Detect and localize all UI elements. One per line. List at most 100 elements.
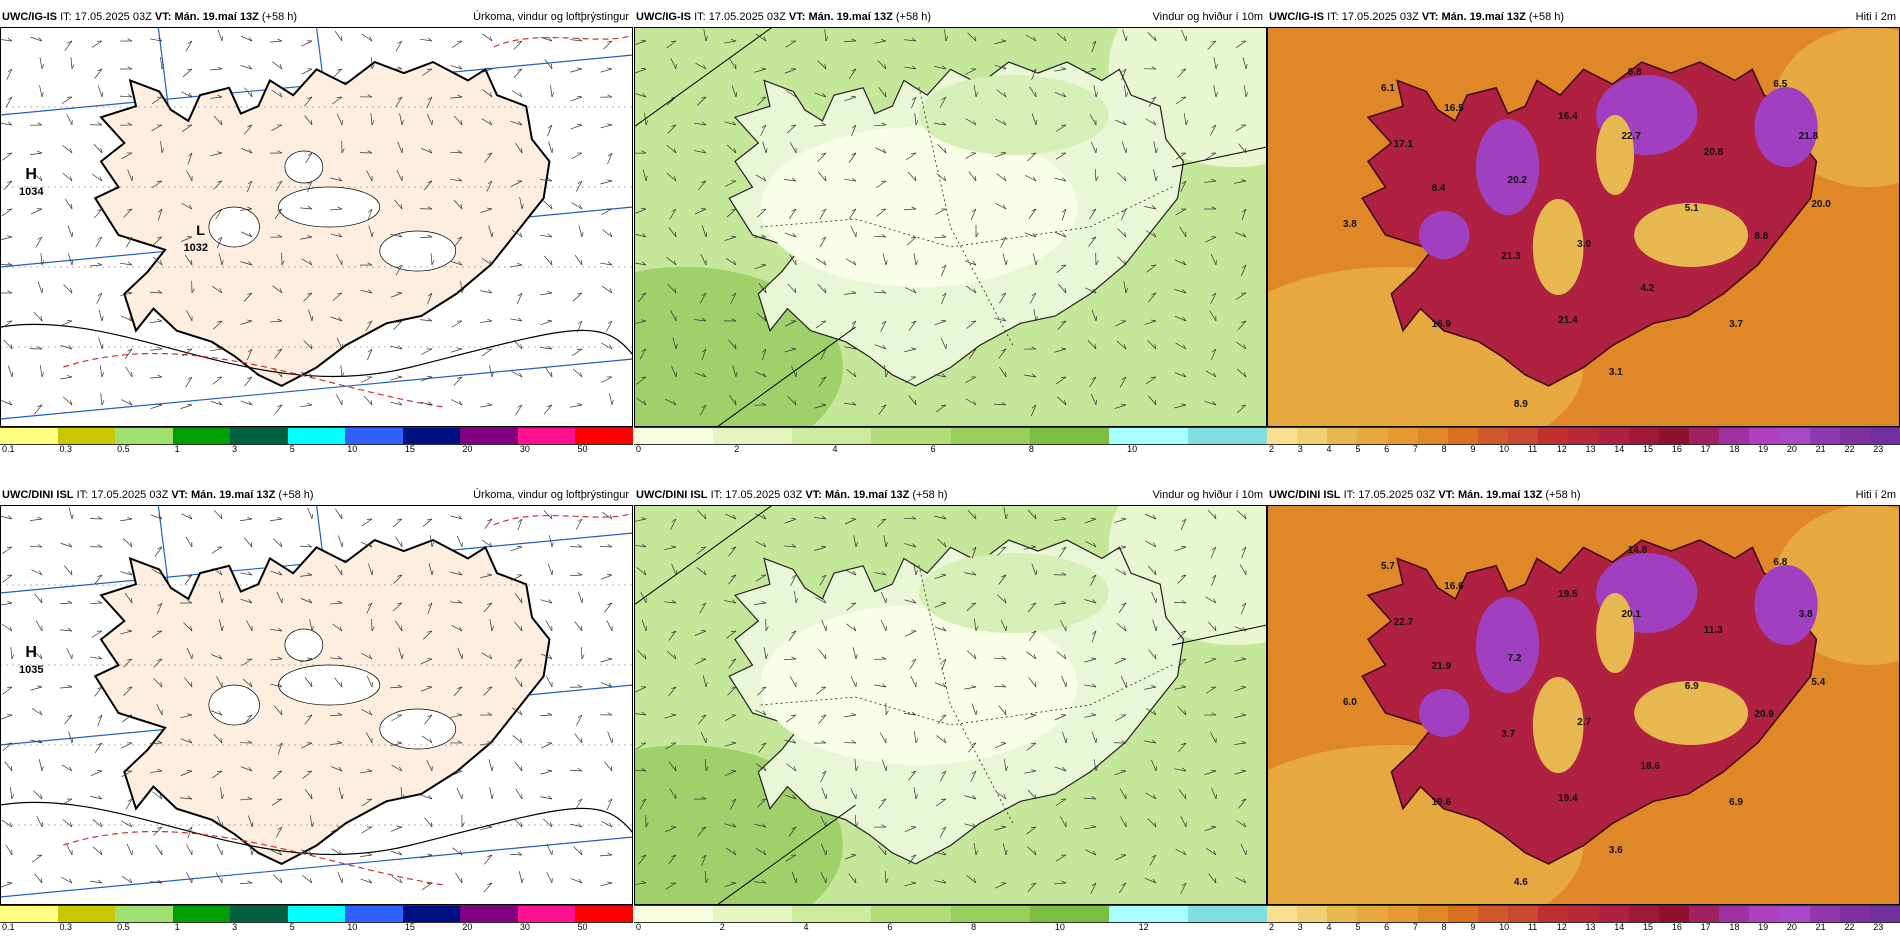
colorbar-segment xyxy=(1327,906,1358,922)
colorbar-segment xyxy=(1187,906,1267,922)
colorbar-tick: 3 xyxy=(1297,922,1303,932)
panel-header: UWC/IG-IS IT: 17.05.2025 03Z VT: Mán. 19… xyxy=(634,7,1267,27)
colorbar-tick: 22 xyxy=(1844,444,1855,454)
colorbar-tick: 1 xyxy=(174,922,180,932)
temperature-label: 14.8 xyxy=(1628,545,1648,556)
colorbar-tick: 22 xyxy=(1844,922,1855,932)
vt-label: VT: xyxy=(171,489,188,501)
map-precip[interactable]: H 1035 xyxy=(0,505,633,905)
colorbar-tick: 6 xyxy=(887,922,893,932)
it-label: IT: xyxy=(76,489,89,501)
temperature-label: 6.8 xyxy=(1628,67,1642,78)
panel-precip-row2: UWC/DINI ISL IT: 17.05.2025 03Z VT: Mán.… xyxy=(0,485,634,935)
temperature-label: 6.0 xyxy=(1343,697,1357,708)
init-time: 17.05.2025 03Z xyxy=(1341,11,1419,23)
panel-title: Hiti í 2m xyxy=(1855,489,1896,501)
colorbar-segment xyxy=(713,906,793,922)
colorbar-segment xyxy=(575,428,634,444)
colorbar-tick: 0.5 xyxy=(117,444,130,454)
temperature-label: 19.5 xyxy=(1558,589,1578,600)
valid-time: Mán. 19.maí 13Z xyxy=(1441,11,1526,23)
colorbar-tick: 6 xyxy=(930,444,936,454)
temperature-label: 21.3 xyxy=(1501,251,1521,262)
panel-wind-row1: UWC/IG-IS IT: 17.05.2025 03Z VT: Mán. 19… xyxy=(634,7,1267,457)
colorbar-tick: 10 xyxy=(1054,922,1065,932)
temperature-label: 22.7 xyxy=(1621,131,1641,142)
colorbar-tick: 21 xyxy=(1815,444,1826,454)
colorbar-tick: 19 xyxy=(1758,922,1769,932)
colorbar-tick: 5 xyxy=(1355,444,1361,454)
temperature-label: 5.1 xyxy=(1685,203,1699,214)
vt-label: VT: xyxy=(805,489,822,501)
colorbar-tick: 20 xyxy=(1786,922,1797,932)
colorbar-segment xyxy=(1719,428,1750,444)
map-temp[interactable]: 6.1 16.5 16.4 6.8 6.5 17.1 22.7 21.8 20.2 20.8 8.4… xyxy=(1267,27,1900,427)
temperature-label: 3.6 xyxy=(1609,845,1623,856)
lead-time: (+58 h) xyxy=(895,11,932,23)
colorbar-segment xyxy=(871,428,951,444)
map-wind[interactable] xyxy=(634,505,1267,905)
colorbar-segment xyxy=(1869,906,1900,922)
it-label: IT: xyxy=(694,11,706,23)
colorbar-ticks: 2 3 4 5 6 7 8 9 10 11 12 13 14 15 16 17 18 19 20 21 22 23 xyxy=(1267,443,1900,457)
colorbar-tick: 6 xyxy=(1384,922,1390,932)
colorbar-segment xyxy=(950,428,1030,444)
colorbar-segment xyxy=(517,906,576,922)
colorbar-segment xyxy=(1477,906,1509,922)
run-info: UWC/DINI ISL IT: 17.05.2025 03Z VT: Mán.… xyxy=(1269,485,1581,505)
colorbar-precip xyxy=(0,905,634,923)
colorbar-ticks: 0.1 0.3 0.5 1 3 5 10 15 20 30 50 xyxy=(0,443,633,457)
panel-header: UWC/DINI ISL IT: 17.05.2025 03Z VT: Mán.… xyxy=(1267,485,1900,505)
temperature-label: 22.7 xyxy=(1394,617,1414,628)
valid-time: Mán. 19.maí 13Z xyxy=(1457,489,1543,501)
colorbar-tick: 14 xyxy=(1614,444,1625,454)
colorbar-tick: 11 xyxy=(1527,444,1538,454)
panel-title: Vindur og hviður í 10m xyxy=(1152,11,1263,23)
temperature-label: 3.8 xyxy=(1799,609,1813,620)
map-temp[interactable]: 5.7 16.6 19.5 14.8 6.8 22.7 20.1 3.8 7.2 11.3 21.9… xyxy=(1267,505,1900,905)
vt-label: VT: xyxy=(788,11,806,23)
colorbar-tick: 5 xyxy=(1355,922,1361,932)
panel-header: UWC/DINI ISL IT: 17.05.2025 03Z VT: Mán.… xyxy=(634,485,1267,505)
temperature-label: 3.0 xyxy=(1577,239,1591,250)
colorbar-tick: 5 xyxy=(289,444,295,454)
map-precip[interactable]: H 1034 L 1032 xyxy=(0,27,633,427)
colorbar-tick: 23 xyxy=(1873,922,1884,932)
colorbar-tick: 17 xyxy=(1700,444,1711,454)
colorbar-segment xyxy=(1658,906,1689,922)
colorbar-tick: 4 xyxy=(1326,444,1332,454)
colorbar-segment xyxy=(1658,428,1689,444)
colorbar-segment xyxy=(1477,428,1509,444)
temperature-label: 20.2 xyxy=(1508,175,1528,186)
temperature-label: 8.4 xyxy=(1432,183,1446,194)
valid-time: Mán. 19.maí 13Z xyxy=(808,11,893,23)
init-time: 17.05.2025 03Z xyxy=(725,489,803,501)
vt-label: VT: xyxy=(1438,489,1455,501)
colorbar-segment xyxy=(1267,906,1298,922)
colorbar-segment xyxy=(57,428,116,444)
colorbar-tick: 13 xyxy=(1585,922,1596,932)
colorbar-temp xyxy=(1267,905,1900,923)
colorbar-segment xyxy=(402,428,461,444)
colorbar-segment xyxy=(345,906,403,922)
temperature-label: 2.7 xyxy=(1577,717,1591,728)
colorbar-tick: 10 xyxy=(347,922,358,932)
map-wind[interactable] xyxy=(634,27,1267,427)
lead-time: (+58 h) xyxy=(912,489,948,501)
colorbar-segment xyxy=(460,428,518,444)
colorbar-tick: 20 xyxy=(1786,444,1797,454)
temperature-label: 18.6 xyxy=(1640,761,1660,772)
it-label: IT: xyxy=(710,489,723,501)
vt-label: VT: xyxy=(154,11,172,23)
model-name: UWC/IG-IS xyxy=(2,11,57,23)
run-info: UWC/IG-IS IT: 17.05.2025 03Z VT: Mán. 19… xyxy=(636,7,931,27)
colorbar-segment xyxy=(1568,906,1599,922)
colorbar-precip xyxy=(0,427,634,445)
panel-temp-row1: UWC/IG-IS IT: 17.05.2025 03Z VT: Mán. 19… xyxy=(1267,7,1900,457)
valid-time: Mán. 19.maí 13Z xyxy=(174,11,259,23)
colorbar-tick: 7 xyxy=(1412,922,1418,932)
panel-title: Hiti í 2m xyxy=(1855,11,1896,23)
colorbar-segment xyxy=(1749,428,1780,444)
colorbar-tick: 0.1 xyxy=(2,922,15,932)
colorbar-segment xyxy=(1029,906,1109,922)
